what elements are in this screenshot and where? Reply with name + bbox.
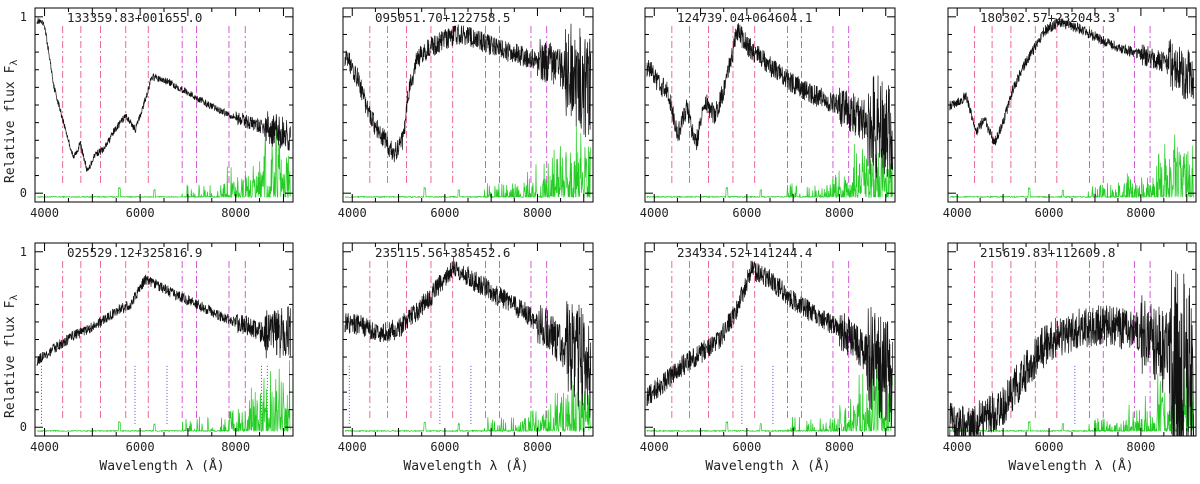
object-spectrum: [949, 269, 1195, 437]
x-tick-label: 6000: [126, 206, 155, 220]
x-tick-label: 8000: [523, 206, 552, 220]
sky-spectrum: [36, 360, 291, 433]
object-spectrum: [646, 23, 894, 179]
spectrum-panel-7: 4000 6000 8000 234334.52+141244.4: [640, 242, 896, 454]
panel-title: 180302.57+232043.3: [980, 10, 1115, 25]
spectrum-panel-2: 4000 6000 8000 095051.70+122758.5: [338, 7, 594, 220]
sky-spectrum: [949, 134, 1194, 199]
x-tick-label: 4000: [943, 206, 972, 220]
x-tick-label: 4000: [943, 440, 972, 454]
object-spectrum: [646, 260, 894, 427]
y-tick-label: 0: [20, 186, 27, 200]
y-tick-label: 1: [20, 245, 27, 259]
sky-spectrum: [646, 137, 893, 199]
object-spectrum: [36, 274, 291, 366]
spectrum-panel-8: 4000 6000 8000 215619.83+112609.8: [943, 242, 1197, 454]
x-tick-label: 4000: [640, 440, 669, 454]
x-tick-label: 8000: [523, 440, 552, 454]
x-tick-label: 8000: [1126, 206, 1155, 220]
object-spectrum: [36, 17, 291, 172]
panel-title: 235115.56+385452.6: [375, 245, 510, 260]
x-tick-label: 6000: [126, 440, 155, 454]
sky-spectrum: [344, 367, 591, 433]
panel-title: 133359.83+001655.0: [67, 10, 202, 25]
sky-spectrum: [344, 125, 591, 199]
x-axis-label-1: Wavelength λ (Å): [99, 458, 224, 474]
y-axis-label-top: Relative flux Fλ: [3, 60, 20, 183]
x-tick-label: 8000: [825, 440, 854, 454]
panel-frame: [34, 7, 294, 203]
x-tick-label: 4000: [30, 206, 59, 220]
x-tick-label: 8000: [825, 206, 854, 220]
object-spectrum: [344, 23, 592, 163]
x-axis-label-2: Wavelength λ (Å): [403, 458, 528, 474]
spectrum-panel-3: 4000 6000 8000 124739.04+064604.1: [640, 7, 896, 220]
x-tick-label: 6000: [732, 440, 761, 454]
object-spectrum: [344, 256, 592, 418]
x-tick-label: 8000: [221, 206, 250, 220]
x-tick-label: 4000: [640, 206, 669, 220]
y-tick-label: 1: [20, 10, 27, 24]
spectrum-panel-1: 4000 6000 8000 0 1 133359.83+001655.0: [20, 7, 294, 220]
x-tick-label: 6000: [430, 440, 459, 454]
spectrum-panel-6: 4000 6000 8000 235115.56+385452.6: [338, 242, 594, 454]
x-tick-label: 6000: [430, 206, 459, 220]
x-tick-label: 4000: [338, 206, 367, 220]
spectrum-panel-5: 4000 6000 8000 0 1 025529.12+325816.9: [20, 242, 294, 454]
sky-spectrum: [646, 350, 893, 433]
panels: 4000 6000 8000 0 1 133359.83+001655.0 4000 6000…: [20, 7, 1197, 454]
x-tick-label: 6000: [732, 206, 761, 220]
panel-title: 215619.83+112609.8: [980, 245, 1115, 260]
object-spectrum: [949, 17, 1195, 146]
panel-title: 124739.04+064604.1: [677, 10, 812, 25]
x-tick-label: 4000: [30, 440, 59, 454]
panel-title: 025529.12+325816.9: [67, 245, 202, 260]
x-tick-label: 8000: [221, 440, 250, 454]
x-axis-label-4: Wavelength λ (Å): [1008, 458, 1133, 474]
x-tick-label: 6000: [1035, 206, 1064, 220]
sky-spectrum: [36, 114, 291, 199]
x-tick-label: 4000: [338, 440, 367, 454]
x-tick-label: 8000: [1126, 440, 1155, 454]
panel-title: 234334.52+141244.4: [677, 245, 812, 260]
panel-title: 095051.70+122758.5: [375, 10, 510, 25]
x-axis-label-3: Wavelength λ (Å): [705, 458, 830, 474]
y-tick-label: 0: [20, 420, 27, 434]
x-tick-label: 6000: [1035, 440, 1064, 454]
y-axis-label-bottom: Relative flux Fλ: [3, 295, 20, 418]
spectrum-panel-4: 4000 6000 8000 180302.57+232043.3: [943, 7, 1197, 220]
